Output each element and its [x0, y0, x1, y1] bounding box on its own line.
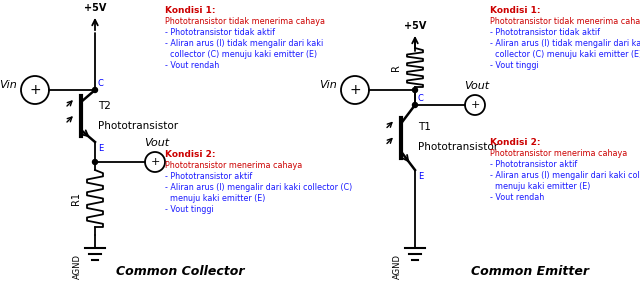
Text: - Aliran arus (I) mengalir dari kaki collector (C): - Aliran arus (I) mengalir dari kaki col…	[165, 183, 352, 192]
Text: - Aliran arus (I) tidak mengalir dari kaki: - Aliran arus (I) tidak mengalir dari ka…	[165, 39, 323, 48]
Text: Common Collector: Common Collector	[116, 265, 244, 278]
Text: +: +	[470, 100, 480, 110]
Text: AGND: AGND	[72, 254, 81, 279]
Text: Phototransistor tidak menerima cahaya: Phototransistor tidak menerima cahaya	[490, 17, 640, 26]
Circle shape	[93, 160, 97, 164]
Text: +: +	[150, 157, 160, 167]
Text: C: C	[418, 94, 424, 103]
Text: - Aliran arus (I) mengalir dari kaki collector (C): - Aliran arus (I) mengalir dari kaki col…	[490, 171, 640, 180]
Text: menuju kaki emitter (E): menuju kaki emitter (E)	[165, 194, 266, 203]
Text: collector (C) menuju kaki emitter (E): collector (C) menuju kaki emitter (E)	[165, 50, 317, 59]
Text: Common Emitter: Common Emitter	[471, 265, 589, 278]
Text: E: E	[418, 172, 423, 181]
Text: Kondisi 1:: Kondisi 1:	[165, 6, 216, 15]
Text: R1: R1	[71, 192, 81, 205]
Text: menuju kaki emitter (E): menuju kaki emitter (E)	[490, 182, 590, 191]
Text: Phototransistor menerima cahaya: Phototransistor menerima cahaya	[165, 161, 302, 170]
Text: +: +	[29, 83, 41, 97]
Text: E: E	[98, 144, 103, 153]
Text: Phototransistor: Phototransistor	[98, 121, 178, 131]
Circle shape	[413, 88, 417, 93]
Text: Vin: Vin	[0, 80, 17, 90]
Text: - Vout tinggi: - Vout tinggi	[165, 205, 214, 214]
Text: T2: T2	[98, 101, 111, 111]
Text: - Phototransistor aktif: - Phototransistor aktif	[165, 172, 252, 181]
Text: AGND: AGND	[392, 254, 401, 279]
Text: +5V: +5V	[84, 3, 106, 13]
Text: Kondisi 2:: Kondisi 2:	[165, 150, 216, 159]
Text: R: R	[391, 64, 401, 71]
Text: Vout: Vout	[465, 81, 490, 91]
Text: Phototransistor tidak menerima cahaya: Phototransistor tidak menerima cahaya	[165, 17, 325, 26]
Circle shape	[413, 102, 417, 108]
Text: - Phototransistor tidak aktif: - Phototransistor tidak aktif	[490, 28, 600, 37]
Text: Phototransistor: Phototransistor	[418, 142, 498, 153]
Text: collector (C) menuju kaki emitter (E): collector (C) menuju kaki emitter (E)	[490, 50, 640, 59]
Text: +5V: +5V	[404, 21, 426, 31]
Text: - Aliran arus (I) tidak mengalir dari kaki: - Aliran arus (I) tidak mengalir dari ka…	[490, 39, 640, 48]
Text: - Phototransistor aktif: - Phototransistor aktif	[490, 160, 577, 169]
Text: Kondisi 1:: Kondisi 1:	[490, 6, 541, 15]
Text: T1: T1	[418, 122, 431, 133]
Text: Kondisi 2:: Kondisi 2:	[490, 138, 541, 147]
Text: Phototransistor menerima cahaya: Phototransistor menerima cahaya	[490, 149, 627, 158]
Text: Vout: Vout	[145, 138, 170, 148]
Text: - Vout rendah: - Vout rendah	[490, 193, 544, 202]
Text: - Vout rendah: - Vout rendah	[165, 61, 220, 70]
Text: C: C	[98, 79, 104, 88]
Text: - Phototransistor tidak aktif: - Phototransistor tidak aktif	[165, 28, 275, 37]
Text: - Vout tinggi: - Vout tinggi	[490, 61, 539, 70]
Text: +: +	[349, 83, 361, 97]
Circle shape	[93, 88, 97, 93]
Text: Vin: Vin	[319, 80, 337, 90]
